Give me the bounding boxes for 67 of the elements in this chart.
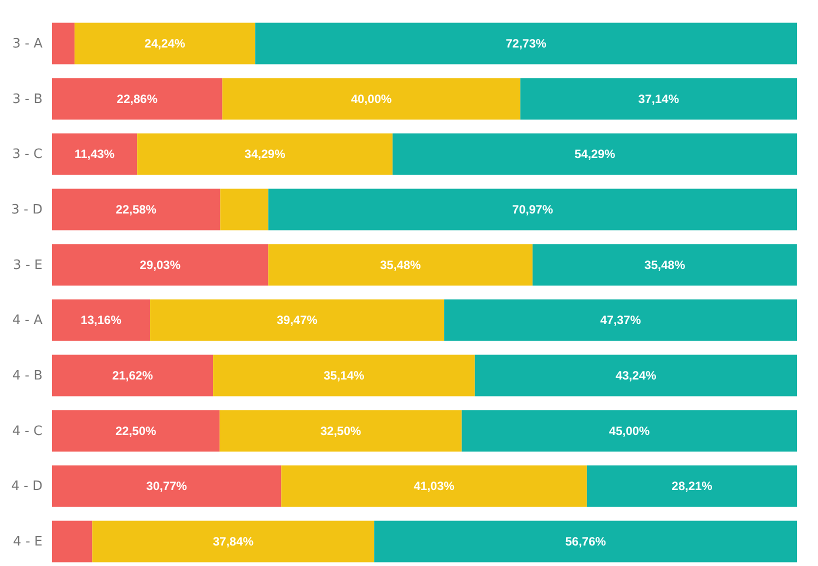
bar [474,354,797,396]
data-label: 54,29% [574,147,616,162]
y-tick-label: 4 - B [12,368,42,384]
data-label: 35,14% [324,368,365,382]
bar [52,410,220,452]
bar [532,244,797,286]
data-label: 35,48% [644,258,686,272]
data-label: 24,24% [144,36,186,51]
y-tick-label: 3 - B [12,92,42,107]
bar [52,244,268,286]
data-label: 32,50% [320,424,362,438]
bar [392,133,798,175]
data-label: 11,43% [74,147,115,162]
data-label: 29,03% [140,258,181,272]
bar [52,188,220,230]
data-label: 37,84% [212,534,254,548]
bar [281,465,587,507]
bar [268,188,797,230]
y-tick-label: 3 - D [11,202,42,218]
y-tick-label: 3 - E [13,258,42,273]
data-label: 34,29% [244,147,286,162]
data-label: 30,77% [146,479,188,494]
y-tick-label: 3 - C [12,147,42,162]
bar [462,410,797,452]
data-label: 22,86% [116,92,158,106]
bar [52,22,75,64]
bar [520,78,797,120]
bar [52,299,150,341]
bar [137,133,393,175]
data-label: 22,58% [116,202,157,217]
bar [150,299,444,341]
bar [220,410,462,452]
y-tick-label: 4 - A [12,313,43,328]
data-label: 40,00% [350,92,392,106]
data-label: 72,73% [506,36,547,51]
y-tick-label: 4 - E [13,534,42,550]
bar [268,244,533,286]
data-label: 37,14% [638,92,680,106]
bar [92,520,374,562]
bar [586,465,798,507]
data-label: 22,50% [115,424,156,438]
bar [52,354,214,396]
bar [374,520,797,562]
bar [52,78,222,120]
bar [52,133,138,175]
bar [220,188,268,230]
data-label: 45,00% [609,424,650,438]
data-label: 13,16% [80,313,122,328]
data-label: 28,21% [672,479,713,494]
data-label: 47,37% [600,313,642,328]
data-label: 56,76% [565,534,606,548]
data-label: 43,24% [616,368,657,382]
bar [255,22,797,64]
data-label: 21,62% [112,368,154,382]
bar [213,354,475,396]
y-tick-label: 4 - D [11,479,42,494]
bar [52,520,92,562]
bar [52,465,282,507]
bar [444,299,797,341]
y-tick-label: 3 - A [12,36,43,52]
bar [74,22,256,64]
data-label: 41,03% [414,479,455,494]
bar [222,78,520,120]
data-label: 35,48% [380,258,422,272]
data-label: 70,97% [512,202,554,217]
y-tick-label: 4 - C [12,424,42,439]
data-label: 39,47% [276,313,318,328]
